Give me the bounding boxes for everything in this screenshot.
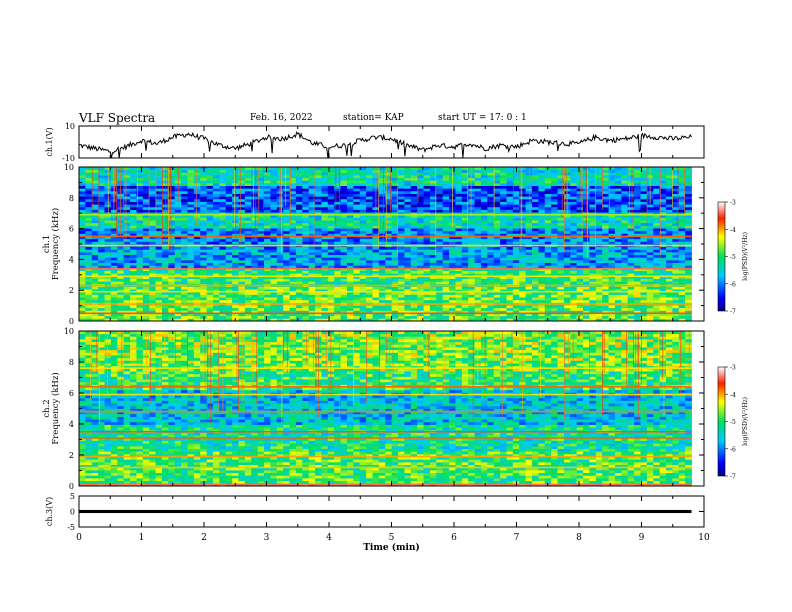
y-tick-label: -10	[62, 154, 75, 163]
colorbar-tick-label: -4	[730, 227, 736, 234]
y-tick-label: 0	[69, 317, 74, 326]
date-label: Feb. 16, 2022	[250, 113, 313, 123]
y-tick-label: 4	[69, 420, 74, 429]
x-tick-label: 6	[451, 533, 457, 543]
y-tick-label: 0	[69, 482, 74, 491]
colorbar-tick-label: -7	[730, 309, 736, 316]
y-tick-label: 2	[69, 286, 74, 295]
y-axis-label: ch.3(V)	[45, 497, 54, 526]
ch1-signal-trace	[78, 131, 692, 159]
spectrogram-streaks	[90, 331, 690, 424]
colorbar-gradient	[717, 366, 726, 477]
x-tick-label: 2	[201, 533, 207, 543]
spectrogram-streaks	[91, 167, 685, 259]
ch1-waveform-plot	[78, 131, 692, 159]
y-tick-label: 10	[65, 122, 75, 131]
figure-title: VLF Spectra	[79, 111, 156, 125]
y-tick-label: 5	[70, 492, 75, 501]
y-tick-label: 6	[69, 225, 74, 234]
x-tick-label: 9	[639, 533, 645, 543]
x-tick-label: 8	[576, 533, 582, 543]
y-tick-label: 10	[64, 327, 74, 336]
colorbar-tick-label: -4	[730, 392, 736, 399]
colorbar: -3 -4 -5 -6 -7 log(PSD)(V²/Hz)	[717, 200, 749, 316]
y-axis-label: ch.1(V)	[45, 127, 54, 156]
y-axis-label: Frequency (kHz)	[50, 372, 61, 444]
colorbar-tick-label: -3	[730, 200, 736, 207]
x-tick-label: 1	[139, 533, 145, 543]
ch2-spectrogram-image	[79, 331, 692, 487]
y-tick-label: 8	[69, 194, 74, 203]
ch3-waveform-plot	[79, 509, 692, 514]
y-tick-label: 6	[69, 389, 74, 398]
y-axis-label: ch.1	[42, 235, 52, 253]
x-tick-label: 5	[389, 533, 395, 543]
colorbar-label: log(PSD)(V²/Hz)	[742, 397, 749, 446]
panels-layer	[78, 131, 692, 514]
y-tick-label: -5	[67, 523, 75, 532]
station-label: station= KAP	[343, 113, 404, 123]
start-time-label: start UT = 17: 0 : 1	[438, 113, 527, 123]
colorbar-gradient	[717, 201, 726, 312]
colorbar-tick-label: -5	[730, 254, 736, 261]
y-axis-label: ch.2	[42, 399, 52, 417]
colorbar-tick-label: -5	[730, 419, 736, 426]
x-tick-label: 10	[698, 533, 710, 543]
colorbar-tick-label: -3	[730, 365, 736, 372]
ch3-signal-trace	[79, 509, 692, 514]
colorbar-tick-label: -6	[730, 446, 736, 453]
x-tick-label: 3	[264, 533, 270, 543]
y-axis-label: Frequency (kHz)	[50, 208, 61, 280]
x-tick-label: 4	[326, 533, 332, 543]
y-tick-label: 2	[69, 451, 74, 460]
x-tick-label: 7	[514, 533, 520, 543]
colorbar-tick-label: -6	[730, 281, 736, 288]
x-tick-label: 0	[76, 533, 82, 543]
y-tick-label: 8	[69, 358, 74, 367]
y-tick-label: 4	[69, 255, 74, 264]
colorbar-tick-label: -7	[730, 474, 736, 481]
y-tick-label: 10	[64, 163, 74, 172]
colorbar: -3 -4 -5 -6 -7 log(PSD)(V²/Hz)	[717, 365, 749, 481]
colorbar-label: log(PSD)(V²/Hz)	[742, 232, 749, 281]
x-axis-label: Time (min)	[363, 542, 420, 553]
y-tick-label: 0	[70, 508, 75, 517]
